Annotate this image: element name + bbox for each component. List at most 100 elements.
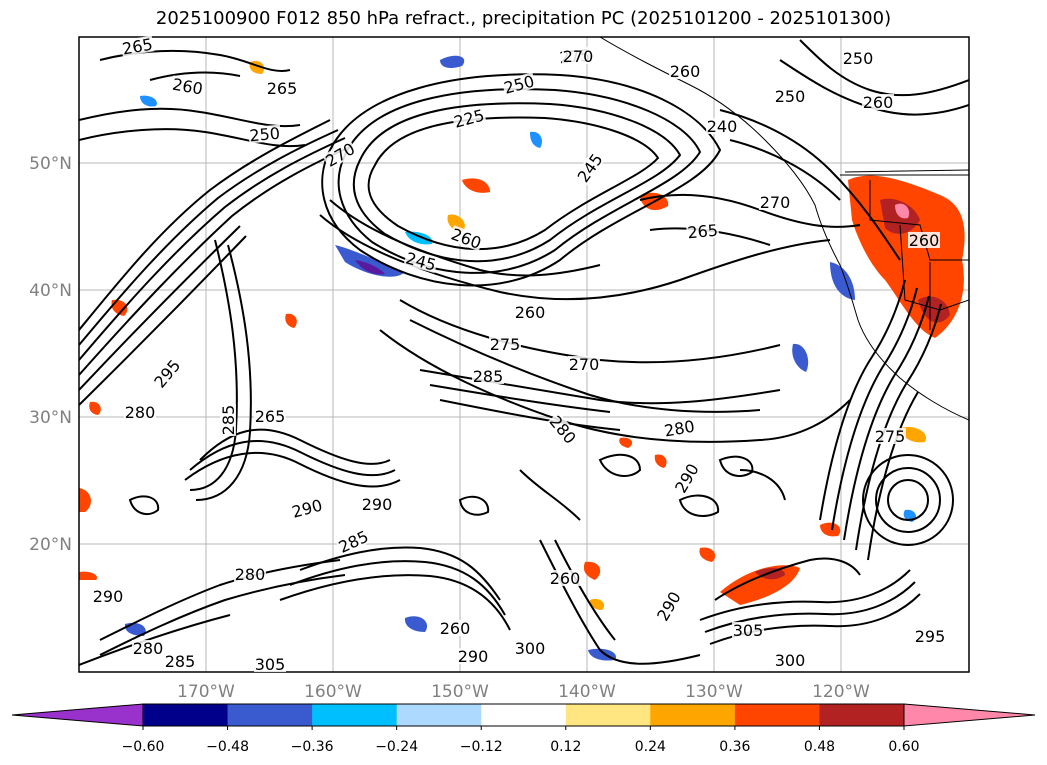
contour-label: 290 [361,495,393,514]
lat-label: 40°N [29,281,72,301]
contour-label: 300 [774,651,806,670]
colorbar-tick-label: −0.60 [122,739,165,755]
svg-text:280: 280 [235,565,266,584]
contour-label: 250 [774,87,806,106]
colorbar-tick-label: −0.36 [291,739,334,755]
svg-text:265: 265 [687,221,719,243]
svg-text:275: 275 [490,335,521,354]
contour-label: 285 [472,367,504,386]
contour-label: 250 [248,124,282,146]
colorbar-tick-label: −0.24 [375,739,418,755]
colorbar-swatch [565,704,651,726]
svg-text:300: 300 [775,651,806,670]
svg-text:260: 260 [670,62,701,81]
contour-label: 280 [124,403,156,422]
svg-text:270: 270 [569,355,600,374]
colorbar-tick-label: 0.60 [888,739,919,755]
svg-text:260: 260 [909,231,940,250]
map-layer [79,37,969,672]
svg-text:250: 250 [249,124,281,146]
colorbar-swatch [650,704,736,726]
coastline [599,37,969,421]
svg-text:250: 250 [775,87,806,106]
colorbar-tick-label: 0.48 [804,739,835,755]
contour-label: 305 [732,621,764,640]
contour-label: 265 [254,407,286,426]
contour-label: 290 [457,647,489,666]
contour-label: 270 [568,355,600,374]
svg-text:300: 300 [515,639,546,658]
contour-label: 275 [489,335,521,354]
svg-text:290: 290 [458,647,489,666]
contour-label: 300 [514,639,546,658]
longitude-labels: 170°W 160°W 150°W 140°W 130°W 120°W [177,682,870,702]
contour-label: 265 [686,221,720,243]
svg-text:270: 270 [563,47,594,66]
svg-text:280: 280 [125,403,156,422]
lat-label: 20°N [29,535,72,555]
contour-label: 260 [669,62,701,81]
contour-label: 285 [219,404,238,436]
lon-label: 130°W [685,682,743,702]
svg-text:305: 305 [733,621,764,640]
svg-text:290: 290 [362,495,393,514]
svg-text:270: 270 [760,193,791,212]
colorbar-extend-min [11,703,144,727]
colorbar-tick-label: −0.48 [206,739,249,755]
lon-label: 170°W [177,682,235,702]
svg-text:285: 285 [165,652,196,671]
contour-label: 250 [842,49,874,68]
contour-label: 280 [132,639,164,658]
svg-text:290: 290 [93,587,124,606]
latitude-labels: 50°N 40°N 30°N 20°N [29,154,72,555]
svg-text:285: 285 [473,367,504,386]
colorbar-tick-label: 0.12 [550,739,581,755]
contour-label: 280 [234,565,266,584]
contour-label: 240 [706,117,738,136]
svg-text:260: 260 [550,569,581,588]
svg-text:240: 240 [707,117,738,136]
colorbar-tick-label: 0.24 [635,739,666,755]
colorbar-swatch [819,704,905,726]
lon-label: 120°W [812,682,870,702]
svg-text:265: 265 [255,407,286,426]
colorbar [11,703,1036,727]
contour-label: 295 [914,627,946,646]
colorbar-swatch [312,704,398,726]
contour-label: 290 [289,495,325,522]
refractivity-contours [79,39,969,666]
lat-label: 30°N [29,408,72,428]
colorbar-swatch [734,704,820,726]
contour-label: 260 [862,93,894,112]
map-title: 2025100900 F012 850 hPa refract., precip… [155,8,892,29]
colorbar-tick-label: −0.12 [460,739,503,755]
colorbar-extend-max [903,703,1036,727]
lon-label: 140°W [558,682,616,702]
svg-text:285: 285 [219,405,238,436]
contour-label: 270 [562,47,594,66]
svg-text:250: 250 [843,49,874,68]
colorbar-tick-labels: −0.60 −0.48 −0.36 −0.24 −0.12 0.12 0.24 0.36 0.4… [122,726,920,755]
svg-text:280: 280 [133,639,164,658]
contour-label: 305 [254,655,286,674]
contour-label: 285 [164,652,196,671]
svg-text:295: 295 [915,627,946,646]
contour-labels: 2652602652502702252502452752702602502602… [92,35,946,674]
svg-text:275: 275 [875,427,906,446]
contour-label: 260 [908,231,940,250]
contour-label: 260 [439,619,471,638]
contour-label: 270 [759,193,791,212]
lon-label: 150°W [431,682,489,702]
contour-label: 265 [266,79,298,98]
contour-label: 290 [92,587,124,606]
colorbar-swatch [227,704,313,726]
svg-text:260: 260 [863,93,894,112]
colorbar-tick-label: 0.36 [719,739,750,755]
svg-text:260: 260 [440,619,471,638]
colorbar-swatch [481,704,567,726]
contour-label: 260 [514,303,546,322]
lon-label: 160°W [304,682,362,702]
contour-label: 280 [662,417,697,441]
plot-frame [78,36,970,673]
